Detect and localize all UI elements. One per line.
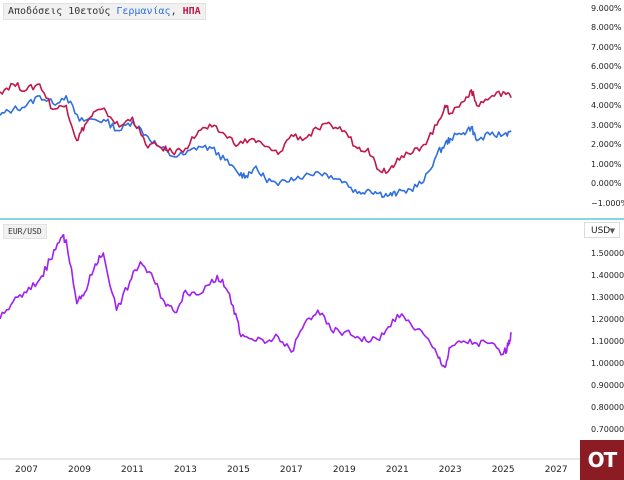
x-tick-label: 2025 [492,465,515,475]
x-tick-label: 2027 [545,465,568,475]
x-tick-label: 2019 [333,465,356,475]
currency-select[interactable]: USD ▼ [584,222,620,238]
upper-y-tick-label: 8.000% [591,23,622,32]
upper-y-tick-label: 3.000% [591,121,622,130]
pair-legend: EUR/USD [3,224,47,239]
lower-y-tick-label: 1.30000 [591,293,624,302]
lower-y-tick-label: 1.10000 [591,337,624,346]
title-separator: , [170,6,183,17]
upper-y-tick-label: 9.000% [591,4,622,13]
x-tick-label: 2017 [280,465,303,475]
x-tick-label: 2021 [386,465,409,475]
upper-y-tick-label: 5.000% [591,82,622,91]
upper-chart-area: 9.000% 8.000% 7.000% 6.000% 5.000% 4.000% 3.00… [591,4,624,208]
x-tick-label: 2023 [439,465,462,475]
upper-y-tick-label: 0.000% [591,179,622,188]
upper-y-tick-label: 6.000% [591,62,622,71]
x-tick-label: 2007 [15,465,38,475]
x-tick-label: 2011 [121,465,144,475]
upper-y-tick-label: 2.000% [591,140,622,149]
upper-y-tick-label: 1.000% [591,160,622,169]
germany-yield-line [0,95,512,199]
upper-y-tick-label: −1.000% [591,199,624,208]
x-tick-label: 2013 [174,465,197,475]
x-tick-label: 2015 [227,465,250,475]
lower-y-tick-label: 0.70000 [591,425,624,434]
currency-value: USD [591,226,611,236]
chevron-down-icon: ▼ [609,227,615,235]
title-usa: ΗΠΑ [182,6,201,17]
upper-y-tick-label: 7.000% [591,43,622,52]
title-prefix: Αποδόσεις 10ετούς [8,6,117,17]
lower-y-tick-label: 1.00000 [591,359,624,368]
lower-y-tick-label: 1.20000 [591,315,624,324]
usa-yield-line [0,82,512,174]
lower-y-tick-label: 0.80000 [591,403,624,412]
chart-title: Αποδόσεις 10ετούς Γερμανίας, ΗΠΑ [3,3,206,20]
lower-chart-area: 1.50000 1.40000 1.30000 1.20000 1.10000 1.000… [591,249,624,434]
x-tick-label: 2009 [68,465,91,475]
brand-logo: OT [580,440,624,480]
eurusd-line [0,234,512,369]
upper-y-tick-label: 4.000% [591,101,622,110]
lower-y-tick-label: 0.90000 [591,381,624,390]
lower-y-tick-label: 1.50000 [591,249,624,258]
title-germany: Γερμανίας [116,6,171,17]
lower-y-tick-label: 1.40000 [591,271,624,280]
